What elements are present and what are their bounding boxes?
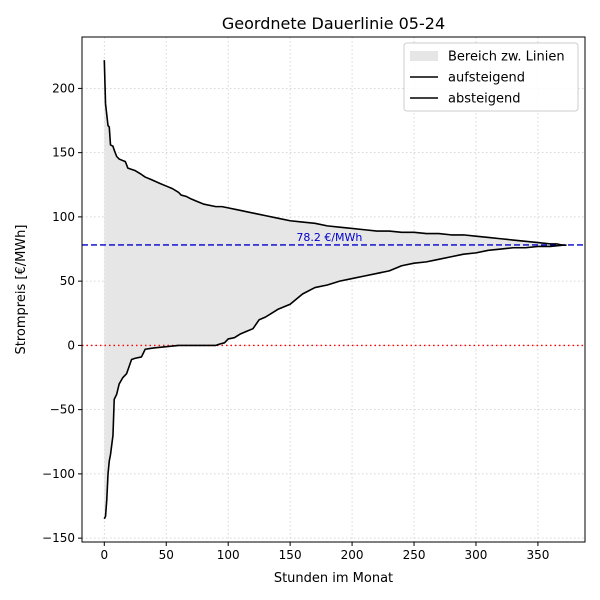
series-line-absteigend (103, 60, 567, 246)
legend-label: Bereich zw. Linien (448, 50, 565, 65)
legend: Bereich zw. Linien aufsteigend absteigend (403, 42, 579, 112)
series-line-aufsteigend (103, 244, 567, 520)
y-tick-label: −50 (50, 403, 75, 417)
fill-area (104, 60, 567, 519)
y-tick-label: −150 (42, 531, 75, 545)
chart-title: Geordnete Dauerlinie 05-24 (222, 14, 445, 33)
x-tick-label: 250 (403, 548, 426, 562)
x-axis: 0 50 100 150 200 250 300 350 (100, 542, 549, 562)
x-tick-label: 300 (465, 548, 488, 562)
x-axis-label: Stunden im Monat (274, 571, 393, 586)
fill-between (104, 60, 567, 519)
legend-box (403, 42, 579, 112)
x-tick-label: 0 (100, 548, 108, 562)
x-tick-label: 350 (526, 548, 549, 562)
legend-swatch-fill (410, 51, 438, 61)
series-lines (103, 60, 567, 520)
x-tick-label: 100 (217, 548, 240, 562)
legend-label: aufsteigend (448, 71, 525, 86)
y-axis-label: Strompreis [€/MWh] (14, 225, 29, 355)
y-tick-label: 0 (67, 338, 75, 352)
x-tick-label: 50 (159, 548, 174, 562)
reference-lines: 78.2 €/MWh (82, 231, 585, 347)
x-tick-label: 200 (341, 548, 364, 562)
y-tick-label: 150 (52, 146, 75, 160)
plot-frame (81, 36, 586, 543)
y-tick-label: 200 (52, 81, 75, 95)
y-axis: −150 −100 −50 0 50 100 150 200 (42, 81, 82, 545)
x-tick-label: 150 (279, 548, 302, 562)
y-tick-label: 50 (60, 274, 75, 288)
legend-label: absteigend (448, 92, 520, 107)
y-tick-label: 100 (52, 210, 75, 224)
y-tick-label: −100 (42, 467, 75, 481)
mean-line-label: 78.2 €/MWh (296, 231, 362, 244)
